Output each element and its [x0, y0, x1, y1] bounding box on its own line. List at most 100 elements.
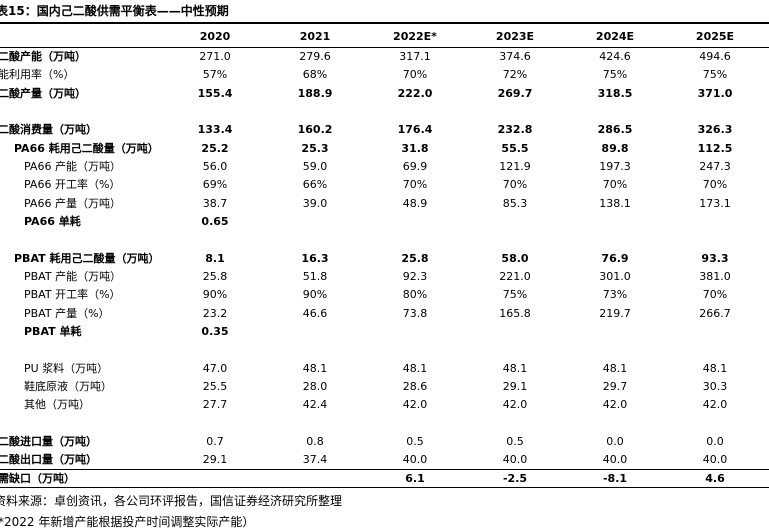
cell-value: 38.7 — [202, 196, 228, 210]
cell-value: 16.3 — [301, 251, 329, 265]
cell-value: 133.4 — [197, 123, 233, 137]
cell-value: 0.65 — [201, 214, 229, 228]
cell-value: 247.3 — [699, 159, 731, 173]
cell-value: 232.8 — [497, 123, 533, 137]
cell-value: 279.6 — [299, 50, 331, 63]
cell-value: 40.0 — [702, 453, 728, 467]
cell-value: 42.4 — [302, 398, 328, 412]
cell-value: 39.0 — [302, 196, 328, 210]
row-label: 能利用率（%） — [0, 68, 75, 82]
top-rule — [0, 22, 769, 24]
cell-value: 25.2 — [201, 141, 229, 155]
cell-value: 188.9 — [297, 86, 333, 100]
column-header: 2025E — [695, 30, 735, 43]
cell-value: 424.6 — [599, 50, 631, 63]
cell-value: 25.8 — [401, 251, 429, 265]
column-header: 2020 — [199, 30, 231, 43]
cell-value: 266.7 — [699, 306, 731, 320]
column-header: 2023E — [495, 30, 535, 43]
cell-value: 80% — [402, 288, 428, 302]
cell-value: 301.0 — [599, 269, 631, 283]
row-label: PA66 产能（万吨） — [24, 159, 121, 173]
cell-value: 112.5 — [697, 141, 733, 155]
cell-value: 286.5 — [597, 123, 633, 137]
cell-value: 51.8 — [302, 269, 328, 283]
cell-value: 371.0 — [697, 86, 733, 100]
row-label: 需缺口（万吨） — [0, 471, 75, 485]
row-label: PA66 耗用己二酸量（万吨） — [14, 141, 159, 155]
cell-value: 374.6 — [499, 50, 531, 63]
cell-value: 326.3 — [697, 123, 733, 137]
column-header: 2022E* — [393, 30, 437, 43]
cell-value: 93.3 — [701, 251, 729, 265]
cell-value: 75% — [602, 68, 628, 82]
cell-value: 29.1 — [202, 453, 228, 467]
row-label: 鞋底原液（万吨） — [24, 379, 112, 393]
row-label: PBAT 产量（%） — [24, 306, 110, 320]
cell-value: 76.9 — [601, 251, 629, 265]
cell-value: 66% — [302, 178, 328, 192]
cell-value: 121.9 — [499, 159, 531, 173]
row-label: 二酸出口量（万吨） — [0, 453, 97, 467]
cell-value: 27.7 — [202, 398, 228, 412]
cell-value: 48.1 — [602, 361, 628, 375]
row-label: 二酸产量（万吨） — [0, 86, 86, 100]
cell-value: 37.4 — [302, 453, 328, 467]
cell-value: 70% — [602, 178, 628, 192]
cell-value: 92.3 — [402, 269, 428, 283]
row-label: PA66 开工率（%） — [24, 178, 121, 192]
cell-value: 75% — [502, 288, 528, 302]
cell-value: 40.0 — [402, 453, 428, 467]
cell-value: 219.7 — [599, 306, 631, 320]
cell-value: 317.1 — [399, 50, 431, 63]
cell-value: 48.1 — [502, 361, 528, 375]
cell-value: 0.7 — [206, 434, 224, 448]
cell-value: 6.1 — [405, 471, 425, 485]
cell-value: 48.1 — [702, 361, 728, 375]
row-label: PA66 产量（万吨） — [24, 196, 121, 210]
cell-value: 57% — [202, 68, 228, 82]
header-rule — [0, 47, 769, 48]
cell-value: 47.0 — [202, 361, 228, 375]
cell-value: 155.4 — [197, 86, 233, 100]
cell-value: 23.2 — [202, 306, 228, 320]
cell-value: 68% — [302, 68, 328, 82]
cell-value: 42.0 — [402, 398, 428, 412]
cell-value: 75% — [702, 68, 728, 82]
table-title: 表15：国内己二酸供需平衡表——中性预期 — [0, 4, 229, 18]
row-label: PA66 单耗 — [24, 214, 81, 228]
cell-value: 69% — [202, 178, 228, 192]
cell-value: 221.0 — [499, 269, 531, 283]
cell-value: 70% — [702, 288, 728, 302]
cell-value: 197.3 — [599, 159, 631, 173]
cell-value: 89.8 — [601, 141, 629, 155]
cell-value: 59.0 — [302, 159, 328, 173]
cell-value: 30.3 — [702, 379, 728, 393]
cell-value: 25.3 — [301, 141, 329, 155]
cell-value: 31.8 — [401, 141, 429, 155]
cell-value: 85.3 — [502, 196, 528, 210]
column-header: 2021 — [299, 30, 331, 43]
cell-value: 40.0 — [602, 453, 628, 467]
cell-value: 69.9 — [402, 159, 428, 173]
cell-value: 4.6 — [705, 471, 725, 485]
cell-value: 29.7 — [602, 379, 628, 393]
row-rule — [0, 468, 769, 470]
column-header: 2024E — [595, 30, 635, 43]
cell-value: 42.0 — [702, 398, 728, 412]
cell-value: 165.8 — [499, 306, 531, 320]
row-label: PU 浆料（万吨） — [24, 361, 109, 375]
row-label: 二酸消费量（万吨） — [0, 123, 97, 137]
row-label: PBAT 耗用己二酸量（万吨） — [14, 251, 160, 265]
cell-value: 70% — [402, 68, 428, 82]
cell-value: 90% — [202, 288, 228, 302]
row-label: 二酸进口量（万吨） — [0, 434, 97, 448]
cell-value: 70% — [402, 178, 428, 192]
cell-value: 58.0 — [501, 251, 529, 265]
cell-value: 269.7 — [497, 86, 533, 100]
footnote: *2022 年新增产能根据投产时间调整实际产能） — [0, 515, 255, 529]
cell-value: 0.35 — [201, 324, 229, 338]
cell-value: 42.0 — [602, 398, 628, 412]
cell-value: 70% — [702, 178, 728, 192]
